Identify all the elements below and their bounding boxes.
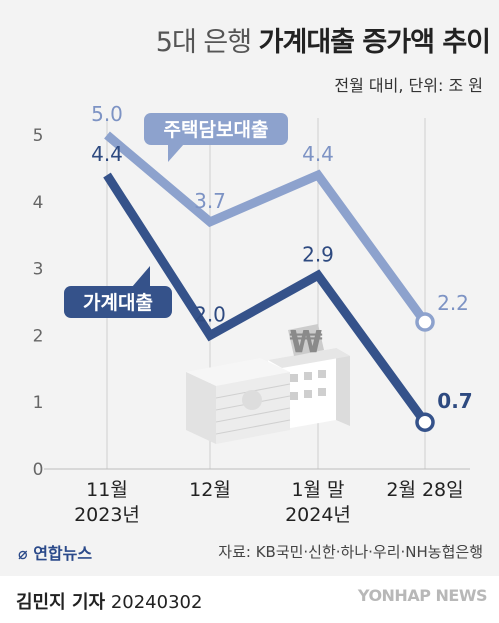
legend-bubble-household-tail <box>132 266 150 287</box>
x-tick-label: 2024년 <box>285 504 351 526</box>
byline: 김민지 기자 20240302 <box>16 588 202 614</box>
watermark: YONHAP NEWS <box>357 586 488 605</box>
data-label: 2.9 <box>302 242 334 266</box>
money-building-illustration: ₩ <box>186 324 350 444</box>
brand-logo-icon: ⌀ <box>18 544 34 563</box>
x-tick-label: 12월 <box>189 479 231 501</box>
y-tick-label: 1 <box>33 393 44 413</box>
series: 5.0 3.7 4.4 2.2 4.4 2.0 2.9 0.7 <box>91 102 473 432</box>
chart-title: 5대 은행 가계대출 증가액 추이 <box>0 20 491 59</box>
building-side <box>336 348 350 426</box>
building-roof <box>268 348 350 368</box>
won-sign-icon: ₩ <box>289 325 322 360</box>
data-source: 자료: KB국민·신한·하나·우리·NH농협은행 <box>218 543 483 561</box>
footer-bar <box>0 576 499 623</box>
data-label: 2.0 <box>194 302 226 326</box>
data-label: 4.4 <box>302 142 334 166</box>
data-label: 3.7 <box>194 189 226 213</box>
series-end-marker-1 <box>415 412 435 432</box>
y-axis-ticks: 0 1 2 3 4 5 <box>33 126 44 480</box>
data-label: 2.2 <box>437 291 469 315</box>
legend-label-household: 가계대출 <box>83 292 153 314</box>
legend-bubble-mortgage-box <box>144 113 288 145</box>
unit-label: 전월 대비, 단위: 조 원 <box>334 76 483 95</box>
title-bold: 가계대출 증가액 추이 <box>258 27 491 58</box>
x-tick-label: 2월 28일 <box>386 479 463 501</box>
brand-logo: ⌀ 연합뉴스 <box>18 540 92 564</box>
legend-label-mortgage: 주택담보대출 <box>164 119 269 141</box>
legend-bubble-household: 가계대출 <box>64 266 172 318</box>
money-top <box>186 358 290 386</box>
series-end-marker-0 <box>415 312 435 332</box>
x-tick-label: 2023년 <box>74 504 140 526</box>
legend-bubble-mortgage-tail <box>168 144 184 162</box>
data-label: 5.0 <box>91 102 123 126</box>
legend-bubble-mortgage: 주택담보대출 <box>144 113 288 162</box>
brand-name: 연합뉴스 <box>33 544 93 563</box>
publish-date: 20240302 <box>110 592 203 613</box>
x-tick-label: 11월 <box>86 479 128 501</box>
data-label: 0.7 <box>437 389 472 413</box>
y-tick-label: 2 <box>33 326 44 346</box>
data-label: 4.4 <box>91 142 123 166</box>
reporter-name: 김민지 기자 <box>16 592 106 613</box>
y-tick-label: 5 <box>33 126 44 146</box>
x-tick-label: 1월 말 <box>291 479 344 501</box>
x-axis-ticks: 11월 2023년 12월 1월 말 2024년 2월 28일 <box>74 479 464 526</box>
won-sign-back <box>288 324 324 356</box>
series-line-0 <box>104 131 429 325</box>
y-tick-label: 3 <box>33 260 44 280</box>
legend-bubble-household-box <box>64 286 172 318</box>
y-tick-label: 0 <box>33 460 44 480</box>
title-light: 5대 은행 <box>155 27 252 58</box>
bill-emblem <box>242 390 262 410</box>
y-tick-label: 4 <box>33 193 44 213</box>
money-left <box>186 372 216 444</box>
series-line-1 <box>103 172 429 425</box>
